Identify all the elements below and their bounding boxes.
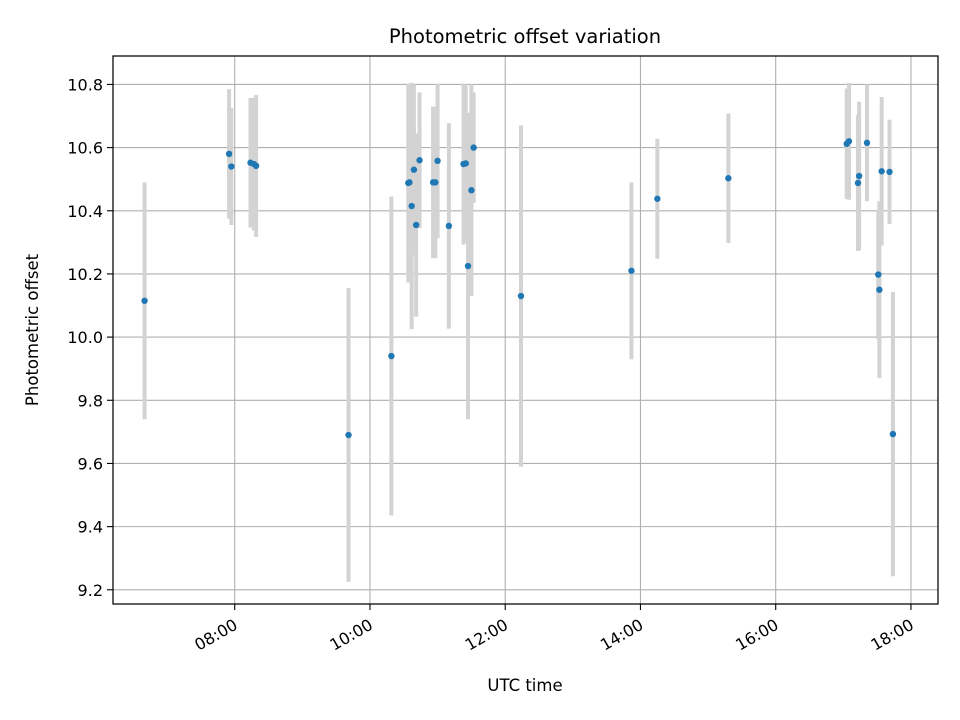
x-axis-label: UTC time [487, 676, 562, 695]
y-axis-label: Photometric offset [23, 253, 42, 406]
data-point [889, 430, 897, 438]
chart-title: Photometric offset variation [389, 25, 661, 48]
data-point [654, 195, 661, 202]
data-point [855, 172, 863, 180]
data-point [432, 179, 439, 186]
data-point [462, 160, 469, 167]
data-point [628, 267, 635, 274]
data-point [725, 175, 732, 182]
data-point [434, 157, 441, 165]
data-point [863, 139, 871, 147]
grid [113, 56, 938, 604]
data-point [412, 221, 420, 229]
data-point [878, 168, 885, 175]
y-tick-label: 10.0 [67, 328, 103, 347]
data-point [845, 138, 853, 145]
y-tick-label: 10.2 [67, 265, 103, 284]
data-point [854, 179, 862, 187]
data-point [468, 187, 475, 194]
data-point [408, 202, 415, 210]
data-point [464, 262, 472, 270]
data-point [141, 297, 148, 304]
data-point [410, 166, 418, 173]
y-tick-label: 9.8 [78, 391, 103, 410]
plot-frame [112, 55, 939, 605]
data-point [345, 431, 352, 439]
data-point [228, 163, 235, 170]
y-tick-label: 9.4 [78, 518, 103, 537]
data-point [445, 222, 453, 230]
y-axis: 9.2 9.4 9.6 9.8 10.0 10.2 10.4 10.6 10.8 [67, 75, 113, 600]
y-tick-label: 10.6 [67, 139, 103, 158]
data-points [141, 138, 897, 439]
data-point [886, 168, 893, 176]
data-point [875, 271, 882, 278]
data-point [225, 150, 233, 158]
data-point [388, 352, 395, 360]
data-point [406, 179, 413, 186]
data-point [470, 144, 477, 151]
data-point [252, 162, 260, 170]
data-point [416, 157, 423, 164]
data-point [517, 292, 525, 300]
y-tick-label: 9.2 [78, 581, 103, 600]
data-point [876, 286, 883, 293]
y-tick-label: 9.6 [78, 454, 103, 473]
y-tick-label: 10.4 [67, 202, 103, 221]
y-tick-label: 10.8 [67, 75, 103, 94]
